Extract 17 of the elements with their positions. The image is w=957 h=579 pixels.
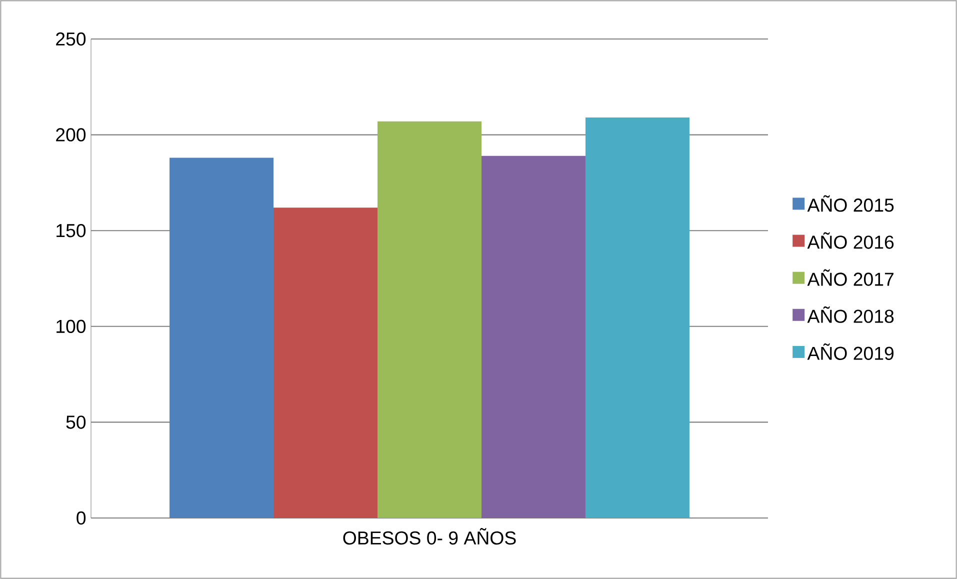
legend-label: AÑO 2018	[807, 306, 894, 323]
legend-label: AÑO 2016	[807, 232, 894, 249]
bar	[274, 208, 378, 518]
y-tick-label: 100	[56, 320, 86, 334]
y-tick-label: 50	[66, 416, 86, 429]
y-tick-label: 150	[56, 224, 86, 238]
bar	[585, 118, 690, 518]
y-tick-label: 0	[76, 511, 86, 525]
x-tick-label: OBESOS 0- 9 AÑOS	[343, 528, 516, 545]
legend-label: AÑO 2015	[807, 195, 894, 212]
y-tick-label: 250	[56, 32, 86, 46]
legend-label: AÑO 2017	[807, 269, 894, 286]
bar	[378, 121, 482, 518]
bar	[170, 158, 274, 518]
y-tick-label: 200	[56, 128, 86, 142]
bar	[482, 156, 586, 518]
legend-label: AÑO 2019	[807, 343, 894, 360]
